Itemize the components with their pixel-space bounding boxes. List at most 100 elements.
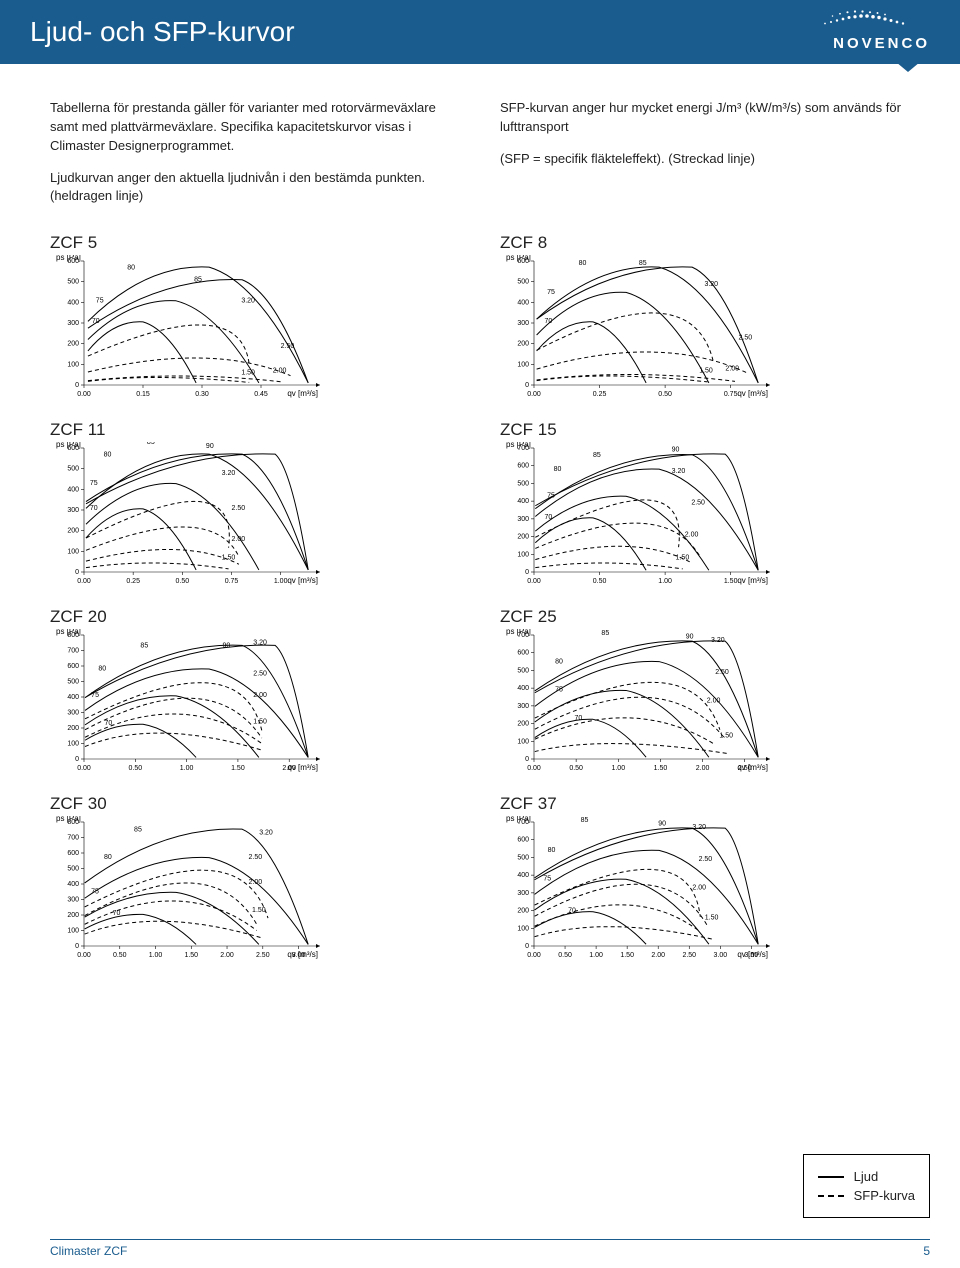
svg-text:1.00: 1.00: [658, 578, 672, 585]
svg-text:85: 85: [581, 817, 589, 824]
svg-text:qv [m³/s]: qv [m³/s]: [737, 763, 768, 772]
svg-text:1.50: 1.50: [241, 370, 255, 377]
svg-text:200: 200: [517, 534, 529, 541]
svg-text:2.50: 2.50: [281, 343, 295, 350]
intro-right-p2: (SFP = specifik fläkteleffekt). (Strecka…: [500, 150, 910, 169]
svg-text:0.45: 0.45: [254, 391, 268, 398]
svg-text:qv [m³/s]: qv [m³/s]: [287, 389, 318, 398]
svg-text:400: 400: [67, 694, 79, 701]
svg-text:700: 700: [67, 648, 79, 655]
svg-text:500: 500: [517, 481, 529, 488]
svg-text:2.00: 2.00: [232, 536, 246, 543]
svg-text:90: 90: [686, 634, 694, 641]
svg-text:70: 70: [113, 910, 121, 917]
svg-text:600: 600: [517, 258, 529, 265]
svg-text:3.20: 3.20: [704, 281, 718, 288]
svg-text:90: 90: [223, 643, 231, 650]
svg-text:200: 200: [67, 341, 79, 348]
svg-text:80: 80: [555, 659, 563, 666]
svg-text:85: 85: [147, 442, 155, 446]
svg-text:400: 400: [517, 300, 529, 307]
svg-text:3.20: 3.20: [259, 830, 273, 837]
svg-text:0.00: 0.00: [527, 578, 541, 585]
svg-text:1.50: 1.50: [705, 915, 719, 922]
svg-text:300: 300: [67, 320, 79, 327]
svg-text:2.50: 2.50: [232, 505, 246, 512]
svg-text:3.20: 3.20: [222, 470, 236, 477]
svg-text:85: 85: [593, 452, 601, 459]
chart-zcf37: ZCF 37ps [Pa]01002003004005006007000.000…: [500, 790, 910, 971]
svg-text:600: 600: [67, 258, 79, 265]
svg-text:2.00: 2.00: [685, 532, 699, 539]
legend-dashed-label: SFP-kurva: [854, 1188, 915, 1203]
svg-text:0.30: 0.30: [195, 391, 209, 398]
brand-logo: NOVENCO: [810, 8, 930, 52]
svg-text:0.00: 0.00: [77, 578, 91, 585]
svg-text:2.50: 2.50: [691, 500, 705, 507]
svg-text:700: 700: [517, 445, 529, 452]
svg-text:0.00: 0.00: [527, 765, 541, 772]
svg-text:0: 0: [75, 943, 79, 950]
intro-left-p1: Tabellerna för prestanda gäller för vari…: [50, 99, 460, 156]
svg-text:200: 200: [67, 725, 79, 732]
svg-text:3.20: 3.20: [253, 640, 267, 647]
svg-text:100: 100: [67, 741, 79, 748]
svg-text:300: 300: [517, 516, 529, 523]
svg-text:1.50: 1.50: [222, 555, 236, 562]
svg-text:1.50: 1.50: [724, 578, 738, 585]
intro-right-p1: SFP-kurvan anger hur mycket energi J/m³ …: [500, 99, 910, 137]
svg-text:80: 80: [127, 264, 135, 271]
svg-text:qv [m³/s]: qv [m³/s]: [737, 950, 768, 959]
svg-text:400: 400: [67, 881, 79, 888]
svg-text:1.00: 1.00: [274, 578, 288, 585]
svg-text:400: 400: [517, 498, 529, 505]
svg-text:70: 70: [90, 505, 98, 512]
page-title: Ljud- och SFP-kurvor: [30, 16, 295, 48]
svg-text:70: 70: [574, 715, 582, 722]
chart-title: ZCF 11: [50, 420, 460, 440]
svg-text:600: 600: [517, 650, 529, 657]
chart-svg: ps [Pa]01002003004005006000.000.250.500.…: [500, 255, 780, 405]
header-bar: Ljud- och SFP-kurvor NOVENCO: [0, 0, 960, 64]
svg-text:2.00: 2.00: [696, 765, 710, 772]
svg-text:0.00: 0.00: [77, 391, 91, 398]
svg-text:2.00: 2.00: [248, 879, 262, 886]
svg-text:1.50: 1.50: [184, 952, 198, 959]
chart-svg: ps [Pa]01002003004005006007000.000.501.0…: [500, 442, 780, 592]
svg-text:3.20: 3.20: [241, 298, 255, 305]
intro-left-p2: Ljudkurvan anger den aktuella ljudnivån …: [50, 169, 460, 207]
legend: Ljud SFP-kurva: [803, 1154, 930, 1218]
svg-text:2.50: 2.50: [248, 854, 262, 861]
svg-text:300: 300: [517, 703, 529, 710]
chart-title: ZCF 8: [500, 233, 910, 253]
chart-svg: ps [Pa]01002003004005006000.000.150.300.…: [50, 255, 330, 405]
svg-text:100: 100: [517, 739, 529, 746]
legend-dashed-line: [818, 1195, 844, 1197]
svg-text:2.00: 2.00: [651, 952, 665, 959]
svg-text:0.50: 0.50: [658, 391, 672, 398]
chart-title: ZCF 5: [50, 233, 460, 253]
svg-text:70: 70: [544, 514, 552, 521]
footer-left: Climaster ZCF: [50, 1244, 127, 1258]
chart-title: ZCF 20: [50, 607, 460, 627]
svg-text:100: 100: [67, 928, 79, 935]
svg-text:0.15: 0.15: [136, 391, 150, 398]
svg-text:600: 600: [517, 837, 529, 844]
svg-text:800: 800: [67, 819, 79, 826]
svg-text:800: 800: [67, 632, 79, 639]
svg-text:400: 400: [517, 685, 529, 692]
svg-text:qv [m³/s]: qv [m³/s]: [287, 576, 318, 585]
svg-text:qv [m³/s]: qv [m³/s]: [287, 950, 318, 959]
svg-text:2.50: 2.50: [256, 952, 270, 959]
svg-text:75: 75: [547, 289, 555, 296]
svg-text:90: 90: [658, 821, 666, 828]
svg-text:85: 85: [134, 827, 142, 834]
svg-text:0: 0: [525, 569, 529, 576]
svg-text:0.25: 0.25: [593, 391, 607, 398]
chart-zcf8: ZCF 8ps [Pa]01002003004005006000.000.250…: [500, 229, 910, 410]
chart-svg: ps [Pa]01002003004005006007008000.000.50…: [50, 629, 330, 779]
svg-text:200: 200: [67, 528, 79, 535]
svg-text:600: 600: [67, 850, 79, 857]
svg-text:500: 500: [517, 279, 529, 286]
svg-text:200: 200: [67, 912, 79, 919]
